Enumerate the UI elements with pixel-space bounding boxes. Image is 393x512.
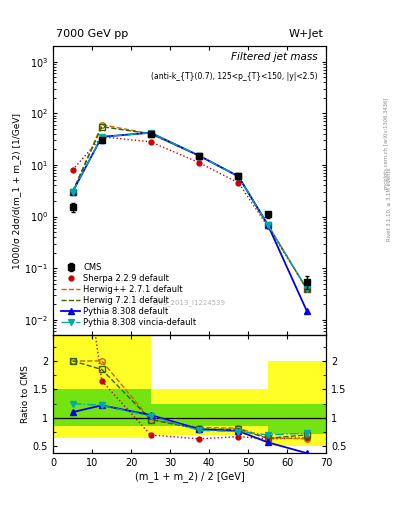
Sherpa 2.2.9 default [197, 160, 202, 166]
Line: Herwig 7.2.1 default: Herwig 7.2.1 default [73, 126, 307, 289]
Text: (anti-k_{T}(0.7), 125<p_{T}<150, |y|<2.5): (anti-k_{T}(0.7), 125<p_{T}<150, |y|<2.5… [151, 72, 318, 81]
Pythia 8.308 default [304, 308, 309, 314]
Pythia 8.308 vincia-default [197, 153, 202, 159]
Sherpa 2.2.9 default [148, 139, 153, 145]
Herwig 7.2.1 default [236, 173, 241, 179]
Line: Pythia 8.308 vincia-default: Pythia 8.308 vincia-default [70, 130, 309, 291]
Herwig++ 2.7.1 default [304, 286, 309, 292]
Sherpa 2.2.9 default [265, 223, 270, 229]
Pythia 8.308 vincia-default [148, 130, 153, 136]
Pythia 8.308 default [197, 153, 202, 159]
Text: Rivet 3.1.10, ≥ 3.1M events: Rivet 3.1.10, ≥ 3.1M events [387, 168, 392, 242]
Text: W+Jet: W+Jet [288, 29, 323, 39]
Pythia 8.308 default [265, 222, 270, 228]
Sherpa 2.2.9 default [99, 134, 104, 140]
Herwig++ 2.7.1 default [236, 173, 241, 179]
Pythia 8.308 vincia-default [304, 286, 309, 292]
Herwig 7.2.1 default [197, 153, 202, 159]
Pythia 8.308 default [236, 173, 241, 179]
Text: mcplots.cern.ch [arXiv:1306.3436]: mcplots.cern.ch [arXiv:1306.3436] [384, 98, 389, 189]
Herwig++ 2.7.1 default [99, 122, 104, 128]
Herwig 7.2.1 default [99, 123, 104, 130]
Herwig++ 2.7.1 default [197, 153, 202, 159]
Line: Pythia 8.308 default: Pythia 8.308 default [70, 130, 309, 313]
Sherpa 2.2.9 default [236, 180, 241, 186]
Text: CMS_2013_I1224539: CMS_2013_I1224539 [153, 300, 226, 306]
Line: Herwig++ 2.7.1 default: Herwig++ 2.7.1 default [73, 125, 307, 289]
Herwig++ 2.7.1 default [265, 222, 270, 228]
Herwig++ 2.7.1 default [70, 189, 75, 195]
Pythia 8.308 default [148, 130, 153, 136]
Pythia 8.308 default [99, 134, 104, 140]
Herwig 7.2.1 default [70, 189, 75, 195]
Herwig 7.2.1 default [304, 286, 309, 292]
Herwig 7.2.1 default [148, 131, 153, 137]
X-axis label: (m_1 + m_2) / 2 [GeV]: (m_1 + m_2) / 2 [GeV] [135, 471, 244, 482]
Sherpa 2.2.9 default [304, 286, 309, 292]
Pythia 8.308 vincia-default [265, 222, 270, 228]
Pythia 8.308 vincia-default [99, 134, 104, 140]
Y-axis label: Ratio to CMS: Ratio to CMS [21, 365, 30, 423]
Herwig 7.2.1 default [265, 222, 270, 228]
Herwig++ 2.7.1 default [148, 131, 153, 137]
Text: Filtered jet mass: Filtered jet mass [231, 52, 318, 62]
Text: 7000 GeV pp: 7000 GeV pp [56, 29, 128, 39]
Pythia 8.308 default [70, 189, 75, 195]
Line: Sherpa 2.2.9 default: Sherpa 2.2.9 default [70, 134, 309, 291]
Y-axis label: 1000/σ 2dσ/d(m_1 + m_2) [1/GeV]: 1000/σ 2dσ/d(m_1 + m_2) [1/GeV] [13, 113, 22, 269]
Pythia 8.308 vincia-default [70, 189, 75, 195]
Legend: CMS, Sherpa 2.2.9 default, Herwig++ 2.7.1 default, Herwig 7.2.1 default, Pythia : CMS, Sherpa 2.2.9 default, Herwig++ 2.7.… [60, 261, 198, 329]
Pythia 8.308 vincia-default [236, 173, 241, 179]
Sherpa 2.2.9 default [70, 167, 75, 173]
